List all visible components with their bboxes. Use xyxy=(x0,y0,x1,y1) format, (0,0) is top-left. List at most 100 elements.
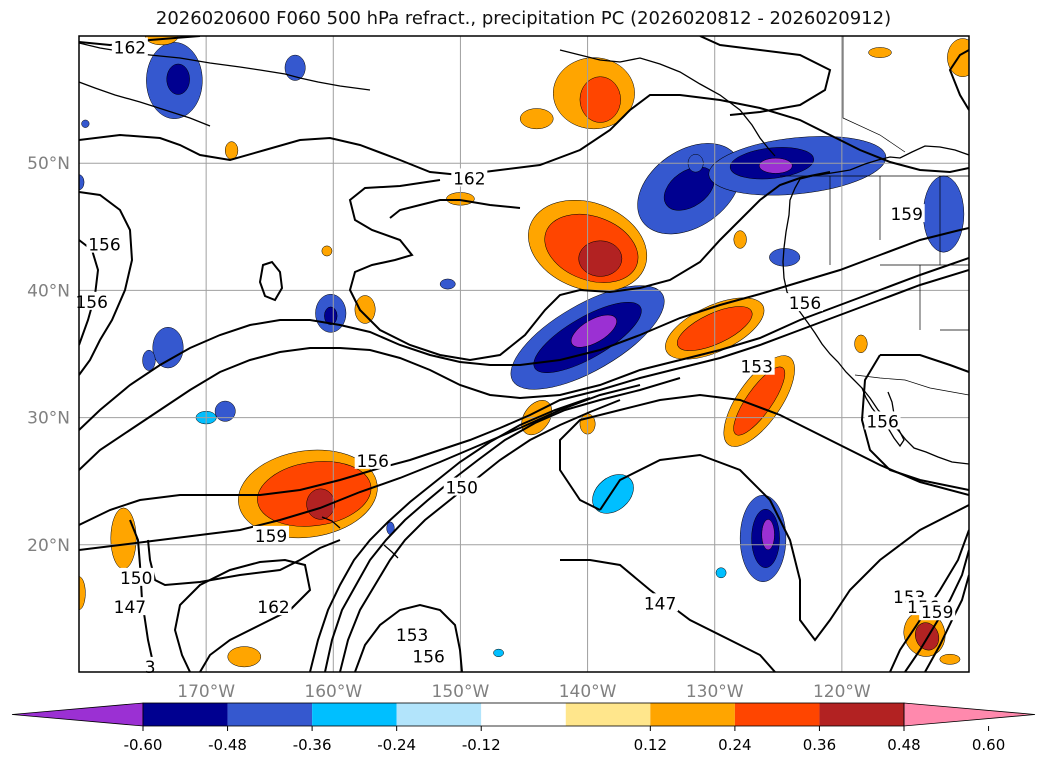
contour-label: 159 xyxy=(921,603,953,623)
precip-region-24 xyxy=(578,240,623,277)
contour-label: 159 xyxy=(890,205,922,225)
y-tick-label: 40°N xyxy=(27,281,70,301)
colorbar-tick-label: -0.12 xyxy=(462,736,501,754)
precip-region-54 xyxy=(769,248,801,267)
border-canada-alaska xyxy=(842,36,906,153)
y-tick-label: 50°N xyxy=(27,154,70,174)
colorbar-extend-low xyxy=(11,702,144,727)
colorbar-tick-label: -0.24 xyxy=(377,736,416,754)
contour-label: 156 xyxy=(356,452,388,472)
chart-title: 2026020600 F060 500 hPa refract., precip… xyxy=(155,8,892,29)
x-tick-label: 150°W xyxy=(432,682,490,702)
contour-147-b xyxy=(560,559,776,672)
precip-region-42 xyxy=(868,47,892,58)
x-tick-label: 120°W xyxy=(813,682,871,702)
border-us-mexico xyxy=(854,374,969,396)
contour-label-bg xyxy=(443,477,480,496)
contour-159-c xyxy=(79,384,641,551)
contour-label-bg xyxy=(354,450,391,469)
contour-label-bg xyxy=(410,646,447,665)
x-tick-label: 170°W xyxy=(177,682,235,702)
contour-label-bg xyxy=(111,37,148,56)
precip-region-17 xyxy=(761,519,775,551)
contour-label-bg xyxy=(919,602,956,621)
contour-label-bg xyxy=(786,293,823,312)
contour-label-bg xyxy=(118,567,155,586)
contour-162-south xyxy=(173,558,312,672)
precip-region-46 xyxy=(321,245,333,257)
precip-region-5 xyxy=(324,306,338,325)
precip-region-14 xyxy=(570,314,617,348)
contour-162-e xyxy=(699,36,832,116)
colorbar-box xyxy=(143,703,228,726)
contour-label: 156 xyxy=(75,293,107,313)
contour-label-bg xyxy=(73,291,110,310)
contour-label: 159 xyxy=(255,527,287,547)
contour-label: 3 xyxy=(145,658,156,678)
colorbar-tick-label: -0.60 xyxy=(124,736,163,754)
contour-156-b xyxy=(79,269,969,526)
contour-label-bg xyxy=(142,656,159,675)
island-hawaii xyxy=(321,516,341,529)
contour-label-bg xyxy=(255,597,292,616)
precip-region-58 xyxy=(81,119,90,128)
contour-159-a xyxy=(79,191,134,376)
x-tick-label: 160°W xyxy=(304,682,362,702)
contour-label: 150 xyxy=(445,479,477,499)
contour-162-a xyxy=(79,94,969,177)
contour-153-b xyxy=(354,603,463,672)
contour-label-bg xyxy=(642,593,679,612)
contour-label: 156 xyxy=(412,648,444,668)
contour-label-bg xyxy=(738,356,775,375)
colorbar-box xyxy=(312,703,397,726)
contour-label: 162 xyxy=(114,38,146,58)
colorbar-tick-label: -0.48 xyxy=(208,736,247,754)
x-tick-label: 140°W xyxy=(559,682,617,702)
contour-159-b xyxy=(79,227,969,431)
precip-region-45 xyxy=(939,653,961,665)
precip-region-10 xyxy=(758,157,793,174)
contour-labels: 162 162 156 156 156 159 150 153 156 162 150 147 3 147… xyxy=(73,37,956,678)
contour-label-bg xyxy=(451,168,488,187)
precip-region-36 xyxy=(354,295,376,324)
contour-label: 153 xyxy=(740,358,772,378)
colorbar-box xyxy=(227,703,313,726)
precip-region-56 xyxy=(142,349,156,371)
precip-region-55 xyxy=(439,278,456,290)
axis-ticks: 170°W 160°W 150°W 140°W 130°W 120°W 20°N 30°N 40… xyxy=(27,154,871,702)
colorbar-extend-high xyxy=(903,702,1036,727)
precip-region-2 xyxy=(214,400,236,422)
contour-162-b xyxy=(348,171,831,362)
border-us-states xyxy=(829,176,969,331)
precip-region-1 xyxy=(166,63,190,95)
contour-label: 156 xyxy=(88,236,120,256)
precip-region-11 xyxy=(922,175,965,253)
contour-150-b xyxy=(339,399,621,672)
colorbar-box xyxy=(396,703,482,726)
contour-label: 147 xyxy=(114,598,146,618)
contour-label: 162 xyxy=(257,598,289,618)
contour-label-bg xyxy=(86,234,123,253)
coastline-islands xyxy=(79,81,211,127)
contour-label: 150 xyxy=(120,569,152,589)
precip-region-41 xyxy=(947,38,969,77)
contour-label: 147 xyxy=(644,594,676,614)
colorbar-tick-label: 0.48 xyxy=(887,736,920,754)
precip-region-53 xyxy=(715,567,727,579)
contour-162-loop xyxy=(258,260,284,302)
contour-156-a xyxy=(79,257,969,471)
colorbar-box xyxy=(650,703,735,726)
contour-label: 162 xyxy=(453,169,485,189)
colorbar-tick-label: 0.36 xyxy=(803,736,836,754)
precip-region-32 xyxy=(110,507,137,570)
contour-156-d xyxy=(860,354,969,491)
precip-region-20 xyxy=(579,76,621,123)
contour-147-loop xyxy=(599,453,969,642)
precip-region-31 xyxy=(306,488,335,520)
colorbar-tick-label: 0.24 xyxy=(718,736,751,754)
contour-153-a xyxy=(324,377,681,672)
colorbar-tick-label: 0.60 xyxy=(972,736,1005,754)
precip-region-3 xyxy=(152,327,184,369)
y-tick-label: 20°N xyxy=(27,536,70,556)
